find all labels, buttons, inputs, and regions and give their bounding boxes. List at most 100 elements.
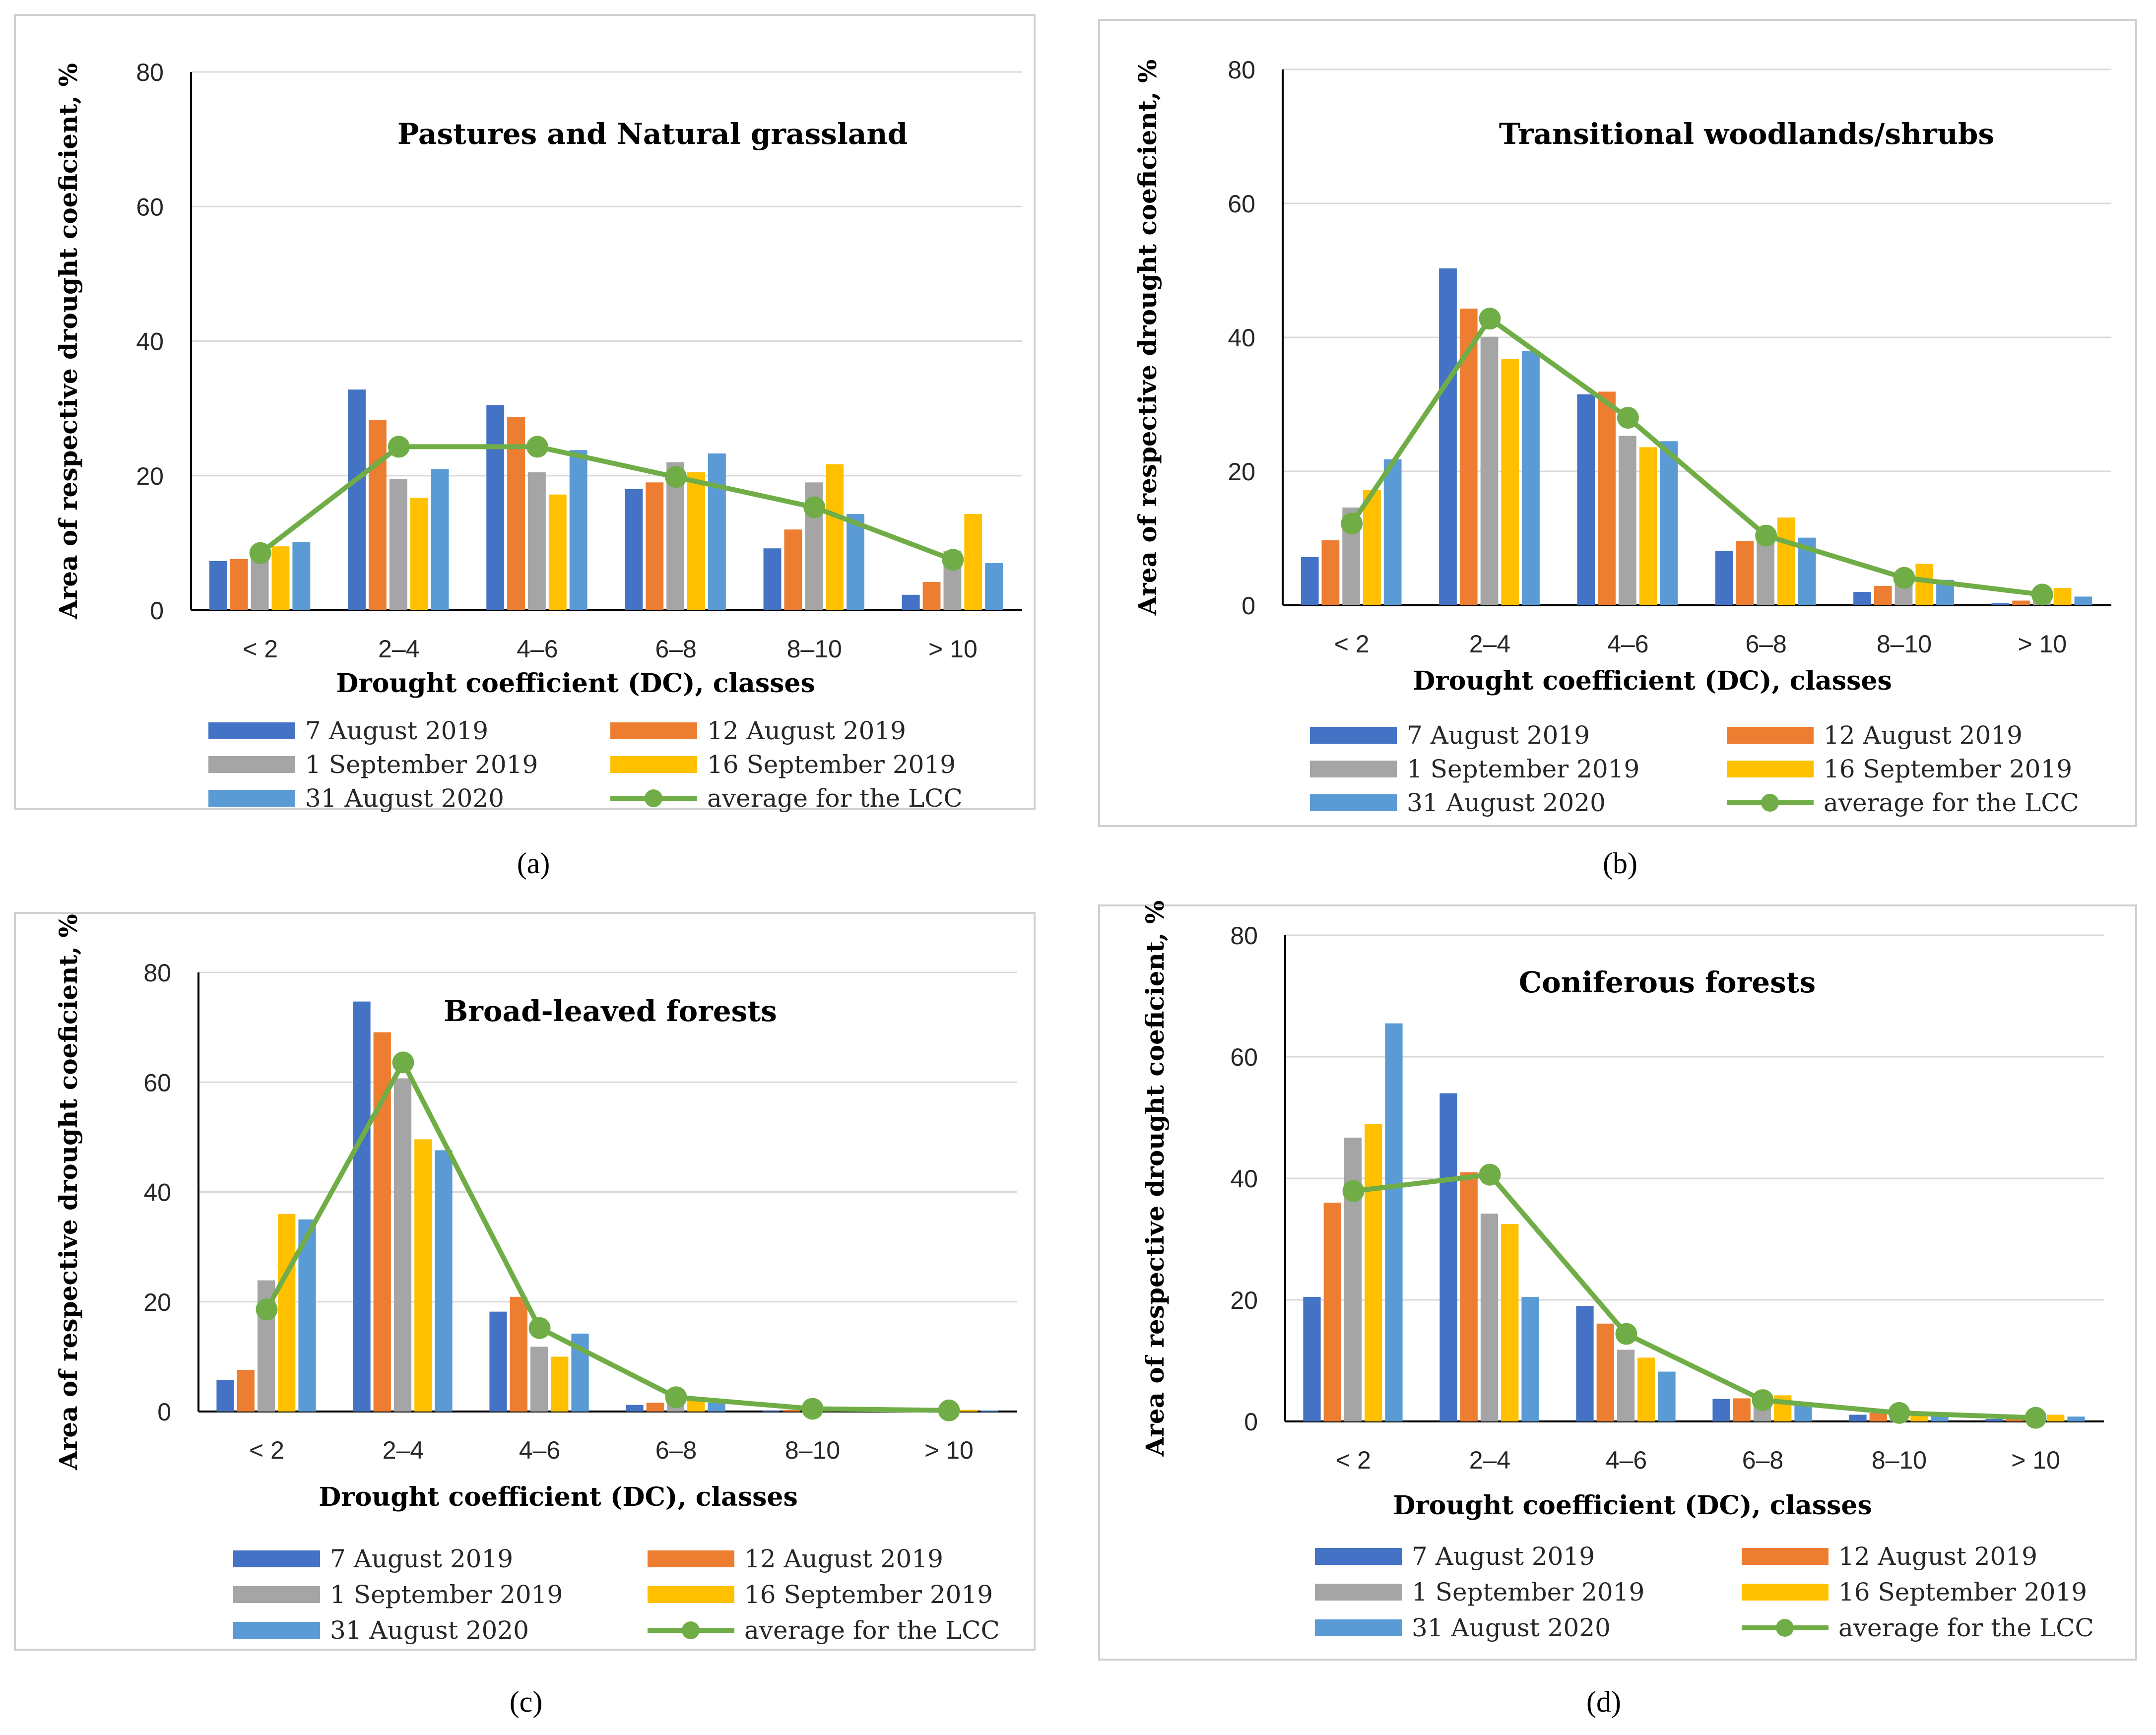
legend-label-6: average for the LCC — [744, 1616, 1000, 1645]
y-tick-label: 0 — [150, 597, 164, 625]
average-marker-2 — [1479, 308, 1501, 330]
chart-title: Broad-leaved forests — [444, 994, 777, 1028]
x-axis-label: Drought coefficient (DC), classes — [1393, 1490, 1872, 1521]
bar-3-2 — [1480, 1214, 1499, 1421]
bar-2-3 — [510, 1296, 527, 1412]
bar-2-1 — [1323, 1203, 1341, 1421]
legend-swatch-1 — [208, 722, 295, 739]
y-tick-label: 20 — [143, 1288, 171, 1316]
y-tick-label: 80 — [1230, 922, 1258, 950]
bar-5-5 — [847, 514, 864, 610]
legend-swatch-4 — [610, 756, 697, 773]
y-axis-label: Area of respective drought coeficient, % — [1133, 60, 1162, 616]
legend-label-4: 16 September 2019 — [1824, 755, 2072, 783]
bar-5-2 — [435, 1150, 453, 1412]
bar-2-4 — [1733, 1398, 1751, 1421]
bar-5-1 — [1385, 1023, 1403, 1421]
legend-label-1: 7 August 2019 — [305, 716, 488, 745]
average-marker-2 — [392, 1051, 414, 1074]
y-tick-label: 80 — [143, 959, 171, 987]
bar-1-6 — [1985, 1419, 2003, 1421]
legend-label-3: 1 September 2019 — [305, 750, 538, 779]
x-tick-label: 2–4 — [378, 635, 419, 663]
y-tick-label: 80 — [136, 59, 164, 86]
y-tick-label: 40 — [1228, 324, 1255, 352]
bar-2-2 — [1460, 1172, 1478, 1421]
chart-frame — [1098, 904, 2137, 1661]
legend-label-2: 12 August 2019 — [1824, 721, 2023, 750]
bar-4-3 — [1639, 447, 1657, 605]
x-tick-label: 6–8 — [655, 1436, 697, 1464]
bar-5-3 — [1660, 441, 1678, 605]
y-tick-label: 40 — [1230, 1165, 1258, 1193]
bar-2-4 — [1736, 541, 1754, 605]
legend-label-5: 31 August 2020 — [1412, 1613, 1611, 1642]
chart-panel-a: 0 20 40 60 80 < 2 2–4 4–6 6–8 8–10 > 10 Pastures an… — [14, 14, 1036, 813]
bar-1-1 — [216, 1380, 234, 1412]
x-axis-label: Drought coefficient (DC), classes — [1413, 666, 1892, 696]
bar-1-2 — [353, 1001, 371, 1412]
bar-5-4 — [708, 453, 726, 610]
bar-2-1 — [1321, 540, 1340, 605]
x-tick-label: 8–10 — [1877, 630, 1932, 658]
bar-4-2 — [1501, 1223, 1519, 1421]
chart-panel-b: 0 20 40 60 80 < 2 2–4 4–6 6–8 8–10 > 10 Transitiona… — [1098, 19, 2137, 827]
chart-frame — [14, 912, 1036, 1651]
bar-5-4 — [708, 1403, 725, 1412]
x-tick-label: > 10 — [2018, 630, 2067, 658]
x-tick-label: > 10 — [928, 635, 978, 663]
panel-label-a: (a) — [517, 847, 550, 880]
bar-3-1 — [1344, 1137, 1362, 1421]
x-tick-label: 8–10 — [787, 635, 842, 663]
legend-swatch-5 — [1310, 794, 1397, 811]
bar-1-5 — [1849, 1414, 1867, 1421]
legend-label-4: 16 September 2019 — [744, 1580, 993, 1609]
legend-swatch-5 — [208, 790, 295, 807]
legend-line-marker — [1761, 794, 1779, 812]
legend-label-5: 31 August 2020 — [1407, 788, 1606, 817]
x-tick-label: 4–6 — [1607, 630, 1648, 658]
bar-1-2 — [348, 389, 366, 610]
x-tick-label: 6–8 — [655, 635, 696, 663]
bar-3-3 — [1618, 436, 1636, 605]
x-tick-label: 6–8 — [1742, 1446, 1783, 1474]
average-line — [1353, 1172, 2036, 1420]
legend-label-2: 12 August 2019 — [707, 716, 906, 745]
y-axis-label: Area of respective drought coeficient, % — [54, 63, 83, 620]
x-tick-label: 4–6 — [1606, 1446, 1647, 1474]
bar-3-3 — [1617, 1349, 1635, 1421]
bar-3-2 — [1480, 336, 1499, 605]
bar-4-1 — [271, 546, 290, 610]
chart-title: Transitional woodlands/shrubs — [1499, 117, 1994, 151]
bar-1-3 — [1576, 1306, 1594, 1421]
legend-swatch-4 — [1742, 1584, 1829, 1601]
average-marker-5 — [1893, 567, 1915, 589]
legend-label-3: 1 September 2019 — [1412, 1578, 1644, 1606]
bar-2-4 — [646, 1403, 664, 1412]
bar-3-3 — [527, 472, 546, 610]
average-marker-6 — [938, 1399, 960, 1421]
y-tick-label: 20 — [1228, 458, 1255, 486]
bar-4-2 — [414, 1139, 432, 1412]
legend-swatch-2 — [610, 722, 697, 739]
legend-label-6: average for the LCC — [1838, 1613, 2094, 1642]
bar-1-1 — [209, 561, 227, 610]
legend-label-5: 31 August 2020 — [330, 1616, 529, 1645]
average-marker-1 — [1342, 1180, 1365, 1202]
legend-label-2: 12 August 2019 — [1838, 1542, 2037, 1571]
panel-label-d: (d) — [1586, 1685, 1621, 1718]
average-line — [1350, 316, 2043, 597]
bar-4-1 — [1363, 490, 1381, 605]
legend-label-4: 16 September 2019 — [1838, 1578, 2087, 1606]
y-tick-label: 60 — [1230, 1043, 1258, 1071]
bar-1-3 — [1577, 394, 1595, 605]
y-tick-label: 80 — [1228, 56, 1255, 84]
average-marker-6 — [2025, 1407, 2047, 1429]
bar-5-2 — [431, 469, 449, 610]
bar-4-3 — [548, 494, 567, 610]
bar-1-5 — [762, 1410, 780, 1412]
bar-1-4 — [626, 1405, 644, 1412]
bar-5-6 — [2067, 1416, 2085, 1421]
legend-line-marker — [645, 789, 662, 807]
